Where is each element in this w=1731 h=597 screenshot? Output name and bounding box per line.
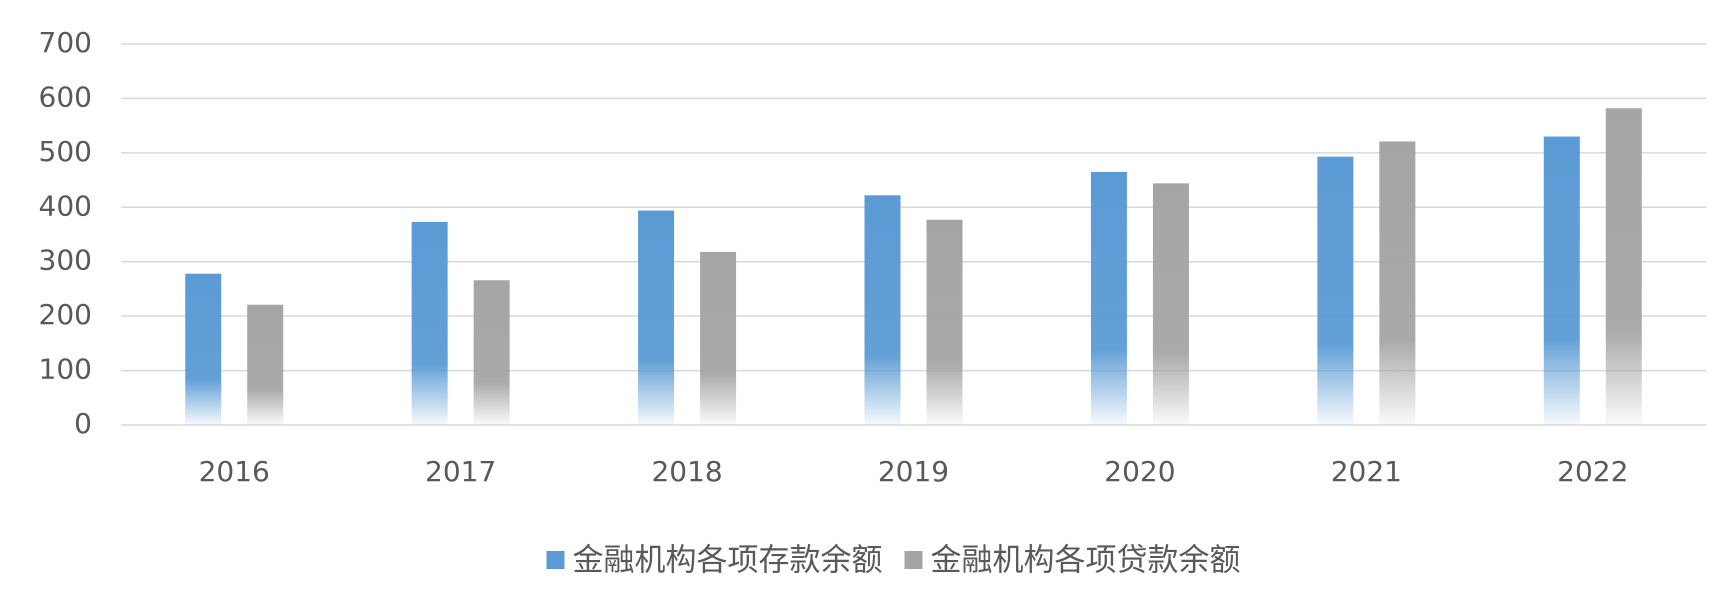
bar — [1090, 171, 1127, 425]
x-tick-label: 2020 — [1104, 455, 1175, 488]
legend-label: 金融机构各项存款余额 — [573, 543, 883, 579]
bar — [1379, 141, 1416, 426]
x-tick-label: 2018 — [651, 455, 722, 488]
x-tick-label: 2016 — [199, 455, 270, 488]
y-tick-label: 600 — [39, 80, 92, 113]
legend-item: 金融机构各项贷款余额 — [904, 543, 1241, 579]
y-tick-label: 200 — [39, 298, 92, 331]
bar — [1317, 156, 1354, 425]
y-tick-label: 700 — [39, 26, 92, 59]
bar — [1152, 183, 1189, 425]
x-tick-label: 2021 — [1331, 455, 1402, 488]
y-tick-label: 100 — [39, 353, 92, 386]
bar — [473, 280, 510, 425]
bar — [926, 219, 963, 425]
bar — [1605, 108, 1642, 426]
x-tick-label: 2019 — [878, 455, 949, 488]
y-tick-label: 400 — [39, 189, 92, 222]
legend: 金融机构各项存款余额 金融机构各项贷款余额 — [546, 543, 1241, 579]
bar — [700, 251, 737, 425]
bar — [247, 304, 284, 425]
bar — [1543, 136, 1580, 425]
legend-item: 金融机构各项存款余额 — [546, 543, 883, 579]
legend-swatch — [546, 551, 565, 569]
y-tick-label: 300 — [39, 244, 92, 277]
bar — [185, 273, 222, 425]
x-tick-label: 2017 — [425, 455, 496, 488]
bar — [411, 221, 448, 425]
legend-swatch — [904, 551, 923, 569]
x-tick-label: 2022 — [1557, 455, 1628, 488]
bar — [638, 210, 675, 425]
legend-label: 金融机构各项贷款余额 — [931, 543, 1241, 579]
y-tick-label: 500 — [39, 135, 92, 168]
y-tick-label: 0 — [74, 407, 92, 440]
bar — [864, 195, 901, 425]
